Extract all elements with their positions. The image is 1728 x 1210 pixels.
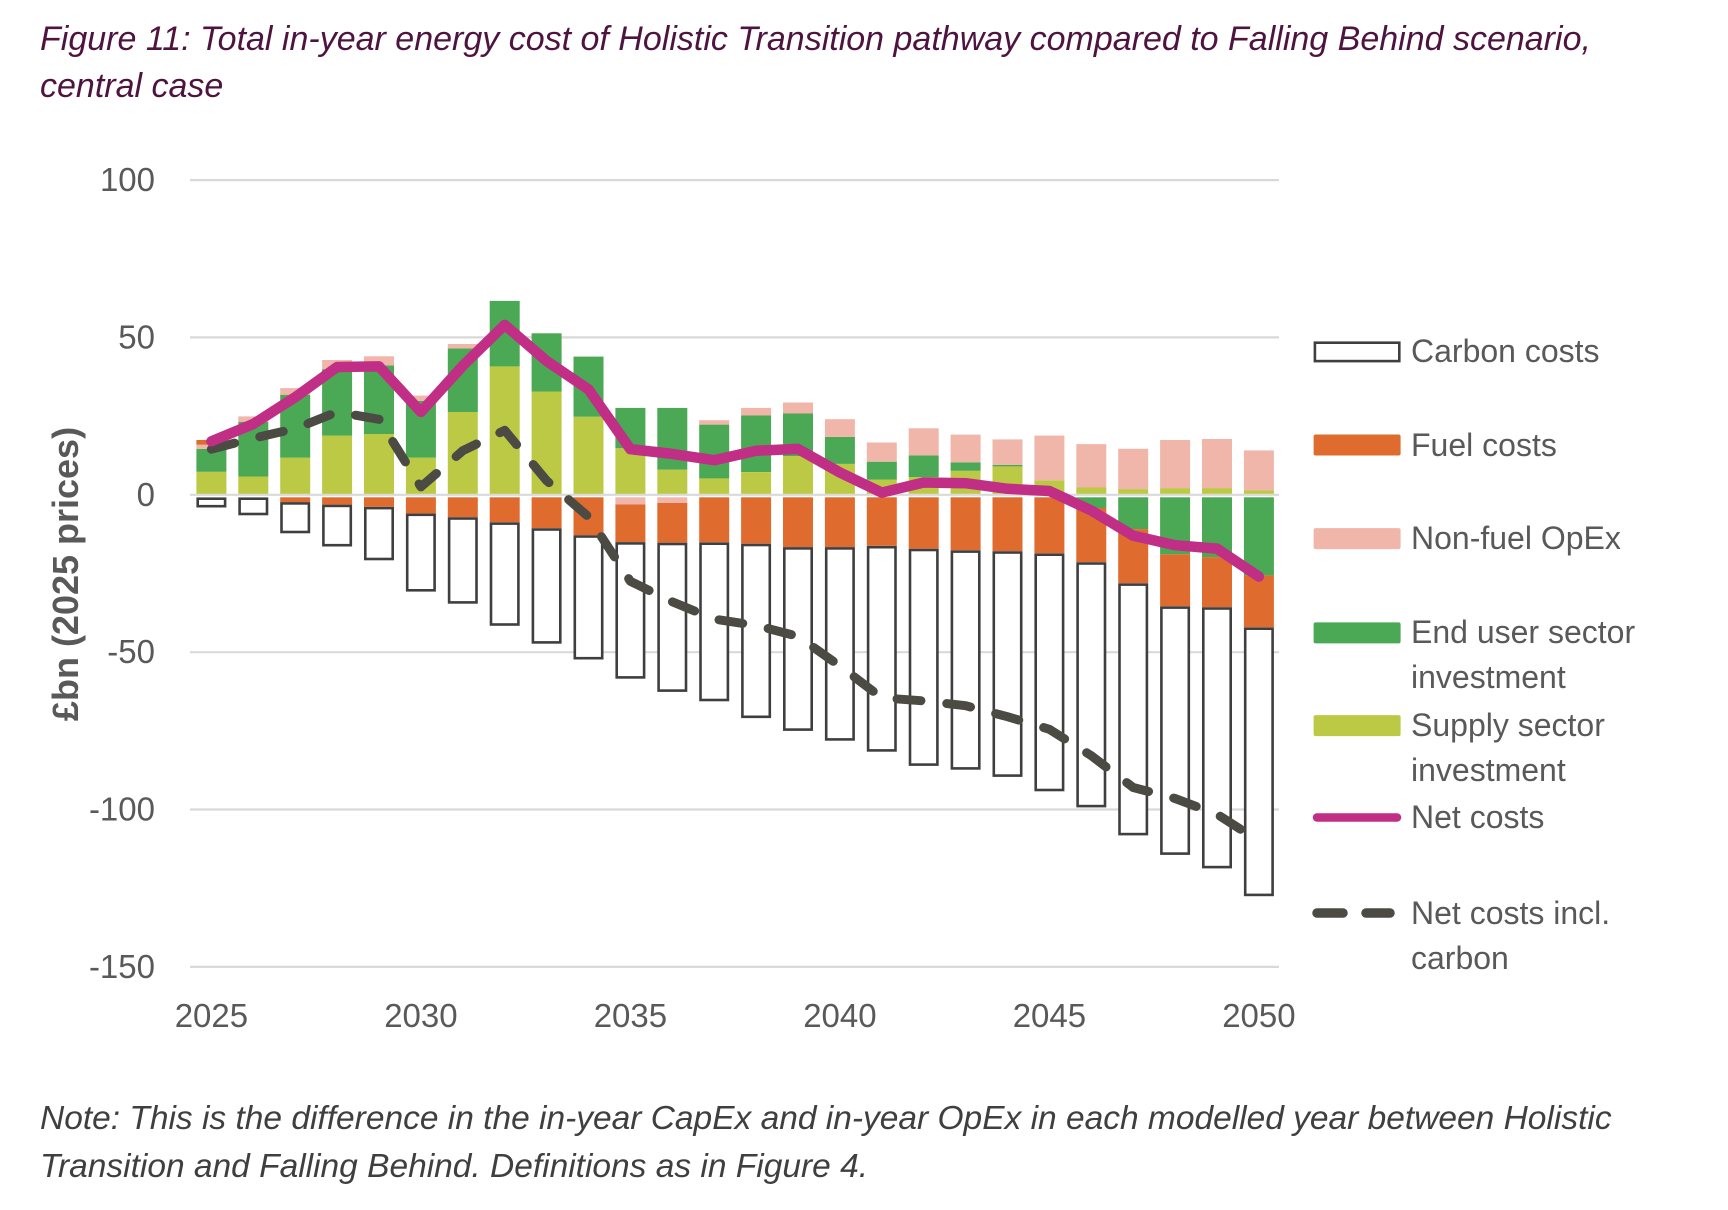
svg-text:Carbon costs: Carbon costs [1411,333,1600,369]
svg-text:-100: -100 [89,791,155,828]
svg-text:2050: 2050 [1222,997,1295,1034]
svg-text:Non-fuel OpEx: Non-fuel OpEx [1411,520,1621,556]
svg-text:-150: -150 [89,948,155,985]
svg-text:Note: This is the difference i: Note: This is the difference in the in-y… [40,1100,1612,1137]
svg-text:Net costs incl.: Net costs incl. [1411,895,1610,931]
svg-text:2030: 2030 [384,997,457,1034]
svg-text:investment: investment [1411,659,1566,695]
svg-text:100: 100 [100,161,155,198]
svg-text:Supply sector: Supply sector [1411,707,1605,743]
svg-text:£bn (2025 prices): £bn (2025 prices) [45,427,86,721]
svg-text:50: 50 [118,318,155,355]
svg-text:2025: 2025 [175,997,248,1034]
svg-text:0: 0 [137,476,155,513]
svg-text:End user sector: End user sector [1411,614,1635,650]
svg-text:2045: 2045 [1013,997,1086,1034]
svg-text:Fuel costs: Fuel costs [1411,427,1557,463]
svg-text:Transition and Falling Behind.: Transition and Falling Behind. Definitio… [40,1148,868,1185]
svg-text:investment: investment [1411,752,1566,788]
svg-text:carbon: carbon [1411,940,1509,976]
svg-text:2035: 2035 [594,997,667,1034]
svg-text:-50: -50 [107,633,155,670]
svg-text:Net costs: Net costs [1411,799,1544,835]
svg-text:Figure 11: Total in-year energ: Figure 11: Total in-year energy cost of … [40,20,1591,58]
svg-text:2040: 2040 [803,997,876,1034]
svg-text:central case: central case [40,67,223,105]
